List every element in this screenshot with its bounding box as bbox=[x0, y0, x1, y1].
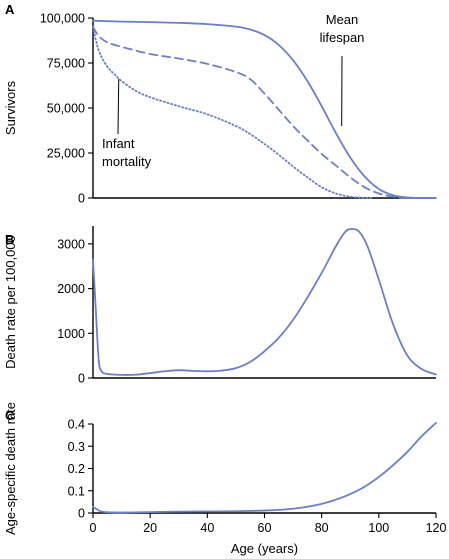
infant-mortality-label: Infant bbox=[102, 136, 135, 151]
mean-lifespan-label: Mean bbox=[326, 12, 359, 27]
panel-c-y-axis-title: Age-specific death rate bbox=[3, 402, 18, 535]
panel-c-series-solid-line bbox=[92, 421, 437, 514]
panel-a-y-tick-label: 100,000 bbox=[40, 12, 85, 26]
panel-c-y-tick-label: 0.3 bbox=[68, 440, 85, 454]
panel-a-series-solid-line bbox=[92, 19, 437, 199]
panel-c-letter: C bbox=[5, 408, 15, 423]
panel-a: A 0 25,000 50,000 75,000 100,000 Survivors Mean… bbox=[3, 2, 437, 206]
panel-a-letter: A bbox=[5, 2, 15, 17]
mean-lifespan-label: lifespan bbox=[320, 30, 365, 45]
panel-c-x-tick-label: 80 bbox=[315, 521, 329, 535]
panel-b-y-tick-label: 1000 bbox=[57, 327, 85, 341]
panel-a-y-tick-label: 25,000 bbox=[47, 147, 85, 161]
panel-c-x-tick-label: 40 bbox=[200, 521, 214, 535]
panel-b-y-tick-label: 0 bbox=[78, 372, 85, 386]
panel-c-x-tick-label: 120 bbox=[426, 521, 447, 535]
panel-a-series-dotted-line bbox=[92, 26, 375, 199]
panel-a-y-tick-label: 75,000 bbox=[47, 57, 85, 71]
panel-c-x-axis-title: Age (years) bbox=[231, 541, 298, 556]
panel-b-letter: B bbox=[5, 232, 14, 247]
panel-c-y-tick-label: 0.4 bbox=[68, 418, 85, 432]
panel-c: C 0 0.1 0.2 0.3 0.4 0 20 40 60 80 100 120 Age-specifi… bbox=[3, 402, 446, 556]
panel-b-y-tick-label: 2000 bbox=[57, 282, 85, 296]
panel-c-x-tick-label: 0 bbox=[90, 521, 97, 535]
panel-c-x-tick-label: 60 bbox=[258, 521, 272, 535]
panel-c-y-tick-label: 0 bbox=[78, 507, 85, 521]
infant-mortality-pointer bbox=[117, 79, 120, 135]
infant-mortality-label: mortality bbox=[102, 154, 152, 169]
panel-c-y-tick-label: 0.1 bbox=[68, 484, 85, 498]
panel-c-y-tick-label: 0.2 bbox=[68, 462, 85, 476]
panel-b-series-solid-line bbox=[92, 228, 437, 376]
panel-b: B 0 1000 2000 3000 Death rate per 100,000 bbox=[3, 226, 437, 386]
panel-b-y-tick-label: 3000 bbox=[57, 237, 85, 251]
panel-a-series-dashed-line bbox=[92, 26, 423, 199]
panel-c-x-tick-label: 20 bbox=[143, 521, 157, 535]
panel-c-x-tick-label: 100 bbox=[368, 521, 389, 535]
panel-a-y-axis-title: Survivors bbox=[3, 80, 18, 135]
panel-a-y-tick-label: 50,000 bbox=[47, 102, 85, 116]
panel-b-y-axis-title: Death rate per 100,000 bbox=[3, 235, 18, 369]
panel-a-y-tick-label: 0 bbox=[78, 192, 85, 206]
